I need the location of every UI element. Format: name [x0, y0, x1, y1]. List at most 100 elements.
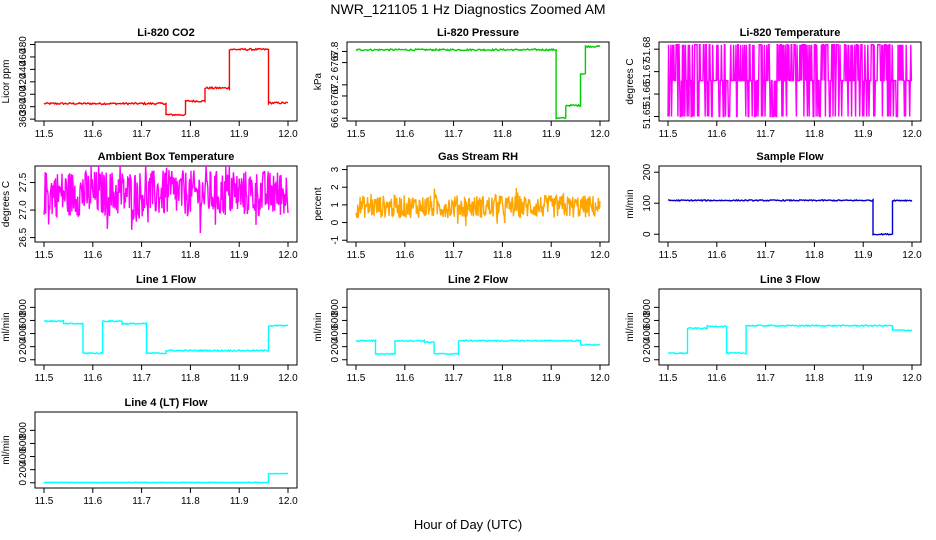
y-tick-label: 420 — [18, 73, 29, 90]
y-tick-label: 200 — [330, 338, 341, 355]
x-tick-label: 12.0 — [590, 250, 610, 261]
y-tick-label: 400 — [18, 85, 29, 102]
y-tick-label: 480 — [18, 36, 29, 53]
panel-1: Li-820 CO2 Licor ppm 11.5 11.6 11.7 11.8 11.9 1… — [1, 27, 298, 140]
x-axis-label: Hour of Day (UTC) — [413, 517, 523, 532]
x-tick-label: 11.7 — [756, 129, 775, 140]
x-tick-label: 11.9 — [854, 373, 873, 384]
x-tick-label: 11.9 — [230, 250, 249, 261]
plot-frame — [346, 288, 610, 366]
panel-title: Line 2 Flow — [448, 274, 508, 286]
y-tick-label: 600 — [330, 312, 341, 329]
panel-2: Li-820 Pressure kPa 11.5 11.6 11.7 11.8 11.9 12… — [313, 27, 610, 140]
x-tick-label: 12.0 — [590, 373, 610, 384]
y-tick-label: 400 — [330, 325, 341, 342]
series-line — [43, 472, 289, 484]
x-tick-label: 11.8 — [805, 129, 824, 140]
panel-7: Line 1 Flow ml/min 11.5 11.6 11.7 11.8 11.9 12.… — [1, 274, 298, 384]
panel-3: Li-820 Temperature degrees C 11.5 11.6 11.7 1… — [625, 27, 922, 140]
plot-frame — [34, 165, 298, 243]
x-tick-label: 11.8 — [805, 373, 824, 384]
x-tick-label: 11.8 — [805, 250, 824, 261]
y-tick-label: 200 — [642, 338, 653, 355]
x-tick-label: 11.5 — [347, 250, 366, 261]
x-tick-label: 11.8 — [493, 129, 512, 140]
y-axis-label: ml/min — [625, 312, 636, 341]
series-line — [668, 197, 913, 236]
y-axis-label: ml/min — [625, 189, 636, 218]
plot-frame — [346, 41, 610, 122]
x-tick-label: 12.0 — [902, 373, 922, 384]
y-tick-label: 200 — [18, 338, 29, 355]
plot-frame — [34, 411, 298, 489]
panel-title: Line 1 Flow — [136, 274, 196, 286]
y-tick-label: 1 — [330, 202, 341, 208]
x-tick-label: 11.6 — [707, 250, 726, 261]
y-tick-label: 66.6 — [330, 108, 341, 128]
y-tick-label: 440 — [18, 61, 29, 78]
x-tick-label: 11.6 — [83, 373, 102, 384]
y-tick-label: 600 — [642, 312, 653, 329]
panel-title: Ambient Box Temperature — [98, 151, 235, 163]
x-tick-label: 11.7 — [132, 373, 151, 384]
x-tick-label: 11.9 — [230, 496, 249, 507]
x-tick-label: 11.9 — [854, 250, 873, 261]
y-tick-label: 600 — [18, 312, 29, 329]
series-line — [667, 324, 913, 355]
y-axis-label: kPa — [313, 72, 324, 90]
panel-8: Line 2 Flow ml/min 11.5 11.6 11.7 11.8 11.9 12.… — [313, 274, 610, 384]
y-tick-label: 0 — [18, 357, 29, 363]
x-tick-label: 11.6 — [395, 250, 414, 261]
x-tick-label: 11.5 — [35, 496, 54, 507]
y-tick-label: 67.6 — [330, 52, 341, 72]
x-tick-label: 11.9 — [230, 373, 249, 384]
panel-title: Line 4 (LT) Flow — [125, 397, 208, 409]
panel-title: Sample Flow — [756, 151, 824, 163]
panel-title: Li-820 CO2 — [137, 27, 194, 39]
x-tick-label: 12.0 — [902, 129, 922, 140]
y-tick-label: 0 — [18, 480, 29, 486]
y-axis-label: ml/min — [313, 312, 324, 341]
panel-10: Line 4 (LT) Flow ml/min 11.5 11.6 11.7 11.8 11… — [1, 397, 298, 507]
y-tick-label: 3 — [330, 166, 341, 172]
x-tick-label: 11.7 — [756, 250, 775, 261]
y-tick-label: 26.5 — [18, 227, 29, 247]
y-tick-label: 27.5 — [18, 172, 29, 192]
plot-frame — [658, 288, 922, 366]
series-line — [667, 44, 913, 118]
y-tick-label: 51.67 — [642, 59, 653, 84]
y-tick-label: 460 — [18, 48, 29, 65]
y-tick-label: 27.0 — [18, 200, 29, 220]
x-tick-label: 11.7 — [756, 373, 775, 384]
page-title: NWR_121105 1 Hz Diagnostics Zoomed AM — [330, 1, 606, 17]
x-tick-label: 11.8 — [181, 250, 200, 261]
x-tick-label: 11.5 — [35, 250, 54, 261]
x-tick-label: 11.7 — [444, 373, 463, 384]
x-tick-label: 11.6 — [83, 129, 102, 140]
x-tick-label: 11.7 — [444, 250, 463, 261]
panel-title: Li-820 Pressure — [437, 27, 519, 39]
panel-title: Li-820 Temperature — [740, 27, 841, 39]
x-tick-label: 11.8 — [181, 496, 200, 507]
y-tick-label: 800 — [18, 299, 29, 316]
y-tick-label: 0 — [642, 231, 653, 237]
x-tick-label: 12.0 — [278, 250, 298, 261]
x-tick-label: 11.6 — [707, 129, 726, 140]
y-tick-label: 51.68 — [642, 36, 653, 61]
x-tick-label: 11.5 — [347, 373, 366, 384]
y-tick-label: -1 — [330, 235, 341, 244]
y-axis-label: degrees C — [1, 181, 12, 227]
y-tick-label: 2 — [330, 184, 341, 190]
series-line — [43, 165, 289, 234]
y-tick-label: 400 — [18, 325, 29, 342]
panel-9: Line 3 Flow ml/min 11.5 11.6 11.7 11.8 11.9 12.… — [625, 274, 922, 384]
y-tick-label: 400 — [18, 448, 29, 465]
series-line — [355, 187, 601, 227]
x-tick-label: 11.9 — [542, 373, 561, 384]
series-line — [43, 47, 289, 117]
panel-title: Line 3 Flow — [760, 274, 820, 286]
panel-title: Gas Stream RH — [438, 151, 518, 163]
y-tick-label: 600 — [18, 435, 29, 452]
y-tick-label: 380 — [18, 98, 29, 115]
panel-4: Ambient Box Temperature degrees C 11.5 11.6… — [1, 151, 298, 261]
